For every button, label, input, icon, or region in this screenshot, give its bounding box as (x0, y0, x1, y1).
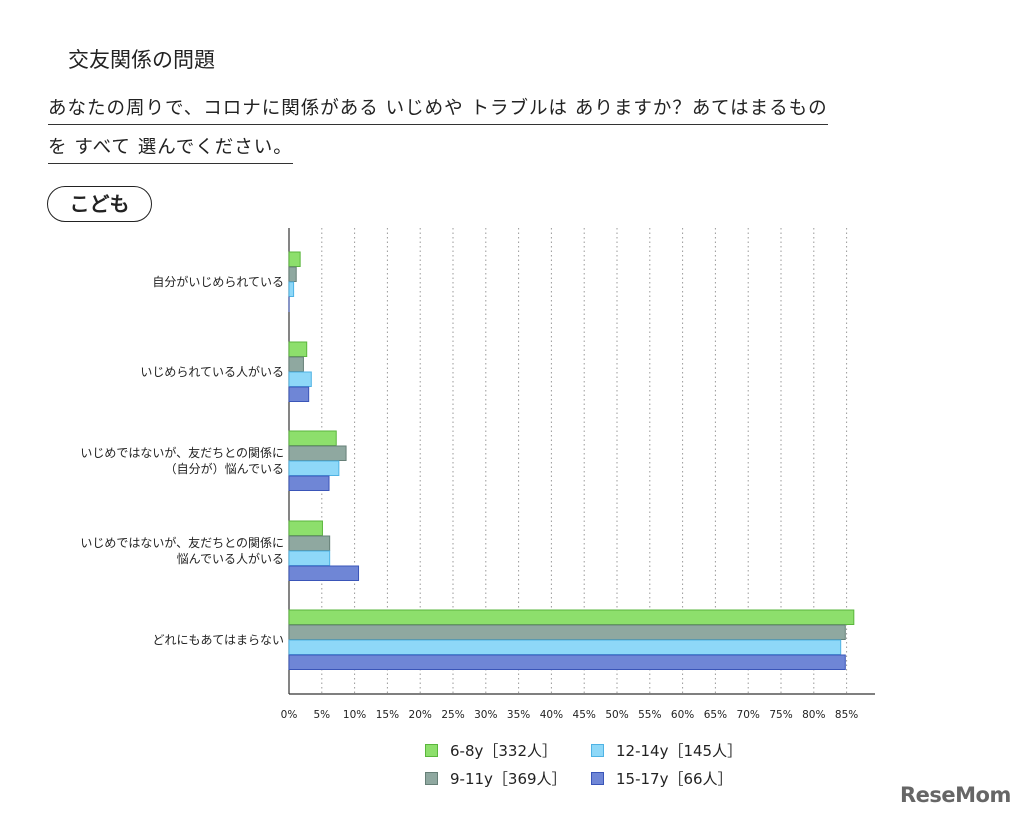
x-tick-label: 35% (507, 709, 530, 721)
legend-label: 6-8y［332人］ (450, 742, 558, 760)
category-label: いじめではないが、友だちとの関係に (80, 535, 284, 550)
category-label: 悩んでいる人がいる (177, 551, 284, 566)
resemom-logo: ReseMom (900, 783, 1011, 807)
bar (288, 266, 297, 282)
bar (288, 251, 301, 267)
x-tick-label: 50% (605, 709, 628, 721)
legend-swatch (425, 744, 438, 757)
category-label: どれにもあてはまらない (152, 633, 284, 647)
category-label: いじめではないが、友だちとの関係に (80, 445, 284, 460)
bar (288, 281, 295, 297)
legend-swatch (425, 772, 438, 785)
category-label: 自分がいじめられている (152, 274, 284, 289)
x-tick-label: 65% (704, 709, 727, 721)
x-tick-label: 70% (737, 709, 760, 721)
bar (288, 520, 323, 536)
x-tick-label: 60% (671, 709, 694, 721)
x-tick-label: 30% (474, 709, 497, 721)
legend-item-6-8: 6-8y［332人］ (425, 740, 557, 761)
bar (288, 639, 842, 655)
bar (288, 565, 360, 581)
x-tick-label: 45% (573, 709, 596, 721)
bar (288, 386, 310, 402)
legend-label: 12-14y［145人］ (616, 742, 743, 760)
x-tick-label: 75% (769, 709, 792, 721)
x-tick-label: 85% (835, 709, 858, 721)
category-label: いじめられている人がいる (140, 364, 284, 379)
category-label: （自分が）悩んでいる (165, 461, 284, 476)
legend-item-9-11: 9-11y［369人］ (425, 768, 567, 789)
legend-label: 9-11y［369人］ (450, 770, 567, 788)
bar (288, 535, 331, 551)
legend-swatch (591, 772, 604, 785)
legend-item-12-14: 12-14y［145人］ (591, 740, 742, 761)
x-tick-label: 20% (409, 709, 432, 721)
bar-chart: 自分がいじめられているいじめられている人がいるいじめではないが、友だちとの関係に… (80, 228, 875, 721)
bar (288, 460, 340, 476)
x-tick-label: 10% (343, 709, 366, 721)
bar (288, 475, 330, 491)
x-tick-label: 55% (638, 709, 661, 721)
x-tick-label: 25% (441, 709, 464, 721)
question-line-1: あなたの周りで、コロナに関係がある いじめや トラブルは ありますか？あてはまる… (48, 96, 828, 125)
x-tick-label: 5% (313, 709, 330, 721)
legend-item-15-17: 15-17y［66人］ (591, 768, 733, 789)
bar (288, 356, 304, 372)
bar (288, 371, 312, 387)
legend-swatch (591, 744, 604, 757)
bar (288, 654, 846, 670)
bar (288, 445, 347, 461)
audience-badge: こども (47, 186, 152, 222)
question-line-2: を すべて 選んでください。 (48, 135, 293, 164)
bar (288, 550, 331, 566)
question-text: あなたの周りで、コロナに関係がある いじめや トラブルは ありますか？あてはまる… (48, 96, 908, 164)
x-tick-label: 0% (281, 709, 298, 721)
x-tick-label: 80% (802, 709, 825, 721)
bar (288, 624, 846, 640)
x-tick-label: 40% (540, 709, 563, 721)
legend-label: 15-17y［66人］ (616, 770, 733, 788)
bar (288, 430, 337, 446)
section-title: 交友関係の問題 (68, 48, 215, 72)
bar (288, 609, 855, 625)
bar (288, 341, 308, 357)
x-tick-label: 15% (376, 709, 399, 721)
